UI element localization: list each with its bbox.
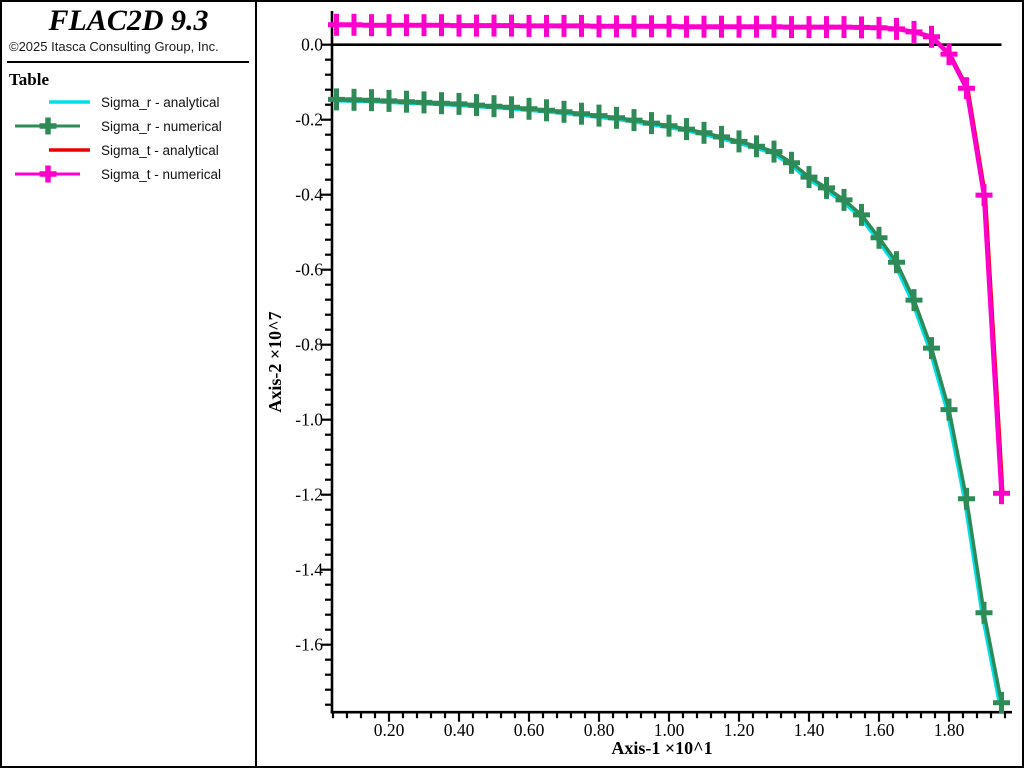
legend-swatch-sigma-r-numerical bbox=[15, 117, 80, 135]
series-sigma-r-numerical bbox=[328, 88, 1010, 714]
legend-label: Sigma_t - analytical bbox=[101, 142, 219, 158]
svg-text:-1.0: -1.0 bbox=[295, 410, 323, 430]
svg-text:-1.2: -1.2 bbox=[295, 485, 323, 505]
legend-panel: FLAC2D 9.3 ©2025 Itasca Consulting Group… bbox=[2, 2, 257, 766]
svg-text:-0.4: -0.4 bbox=[295, 185, 323, 205]
svg-text:1.40: 1.40 bbox=[794, 720, 825, 740]
series-sigma-t-numerical bbox=[328, 13, 1010, 505]
svg-text:0.80: 0.80 bbox=[584, 720, 615, 740]
svg-text:-1.4: -1.4 bbox=[295, 560, 323, 580]
y-axis-title: Axis-2 ×10^7 bbox=[265, 311, 285, 412]
svg-text:0.40: 0.40 bbox=[444, 720, 475, 740]
legend: Sigma_r - analytical Sigma_r - numerical… bbox=[12, 90, 253, 186]
legend-label: Sigma_r - numerical bbox=[101, 118, 222, 134]
legend-item-sigma-t-analytical: Sigma_t - analytical bbox=[12, 138, 253, 162]
svg-text:0.0: 0.0 bbox=[301, 35, 323, 55]
legend-swatch-sigma-t-numerical bbox=[15, 165, 80, 183]
svg-text:-0.2: -0.2 bbox=[295, 110, 323, 130]
legend-item-sigma-t-numerical: Sigma_t - numerical bbox=[12, 162, 253, 186]
series-sigma-r-analytical bbox=[334, 99, 1002, 705]
copyright-text: ©2025 Itasca Consulting Group, Inc. bbox=[9, 39, 219, 54]
svg-text:-0.6: -0.6 bbox=[295, 260, 323, 280]
header-divider bbox=[7, 61, 249, 63]
legend-label: Sigma_r - analytical bbox=[101, 94, 220, 110]
svg-text:1.20: 1.20 bbox=[724, 720, 755, 740]
svg-text:1.60: 1.60 bbox=[864, 720, 895, 740]
y-axis bbox=[321, 11, 334, 714]
svg-text:-1.6: -1.6 bbox=[295, 635, 323, 655]
y-tick-labels: 0.0 -0.2 -0.4 -0.6 -0.8 -1.0 -1.2 -1.4 -1.6 bbox=[295, 35, 323, 655]
legend-swatch-sigma-t-analytical bbox=[49, 148, 90, 152]
legend-label: Sigma_t - numerical bbox=[101, 166, 222, 182]
legend-item-sigma-r-analytical: Sigma_r - analytical bbox=[12, 90, 253, 114]
x-axis bbox=[330, 710, 1012, 722]
svg-text:0.20: 0.20 bbox=[374, 720, 405, 740]
legend-item-sigma-r-numerical: Sigma_r - numerical bbox=[12, 114, 253, 138]
svg-text:-0.8: -0.8 bbox=[295, 335, 323, 355]
legend-title: Table bbox=[9, 70, 50, 89]
legend-swatch-sigma-r-analytical bbox=[49, 100, 90, 104]
x-tick-labels: 0.20 0.40 0.60 0.80 1.00 1.20 1.40 1.60 1.80 bbox=[374, 720, 965, 740]
svg-text:0.60: 0.60 bbox=[514, 720, 545, 740]
app-title: FLAC2D 9.3 bbox=[48, 4, 209, 37]
svg-text:1.00: 1.00 bbox=[654, 720, 685, 740]
series-sigma-t-analytical bbox=[338, 23, 1005, 494]
svg-text:1.80: 1.80 bbox=[934, 720, 965, 740]
x-axis-title: Axis-1 ×10^1 bbox=[611, 738, 712, 758]
